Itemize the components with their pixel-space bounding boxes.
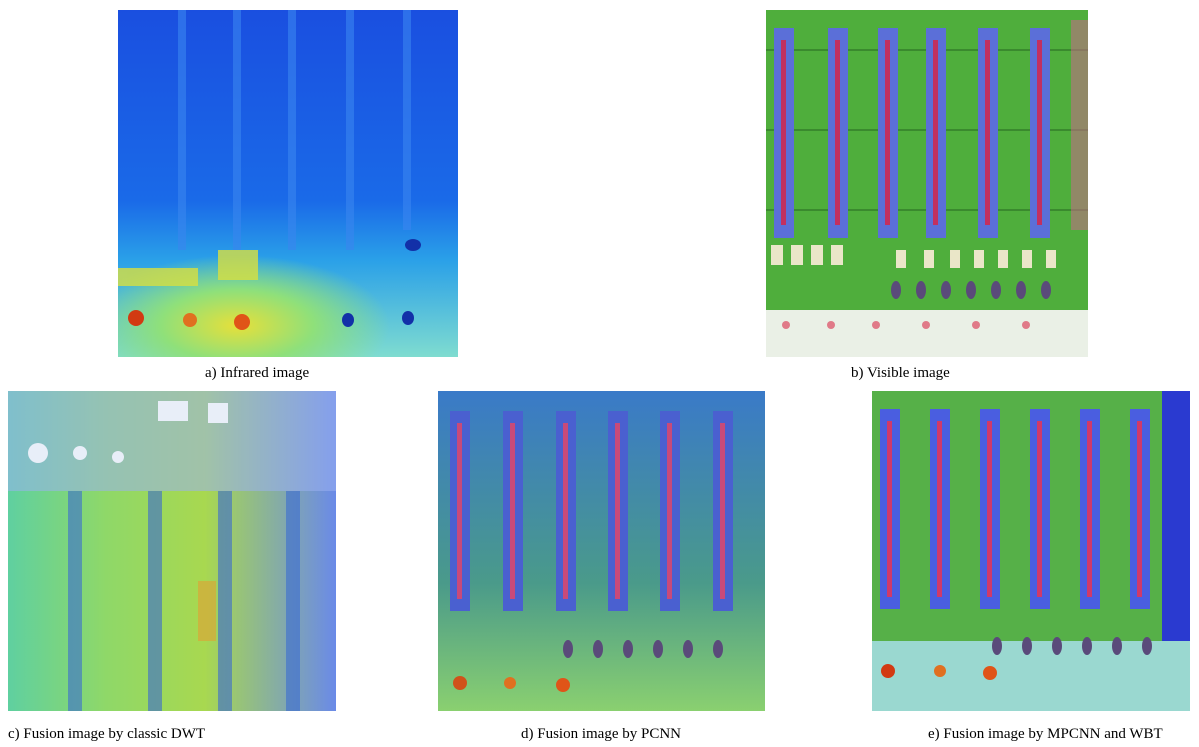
fusion-dwt-image (8, 391, 336, 711)
visible-image (766, 10, 1088, 357)
caption-pcnn: d) Fusion image by PCNN (521, 726, 682, 742)
fusion-mpcnn-wbt-image (872, 391, 1190, 711)
infrared-image (118, 10, 458, 357)
caption-infrared: a) Infrared image (205, 365, 310, 381)
caption-dwt: c) Fusion image by classic DWT (8, 726, 206, 742)
caption-mpcnn-wbt: e) Fusion image by MPCNN and WBT (928, 726, 1163, 742)
caption-visible: b) Visible image (851, 365, 950, 381)
fusion-pcnn-image (438, 391, 765, 711)
